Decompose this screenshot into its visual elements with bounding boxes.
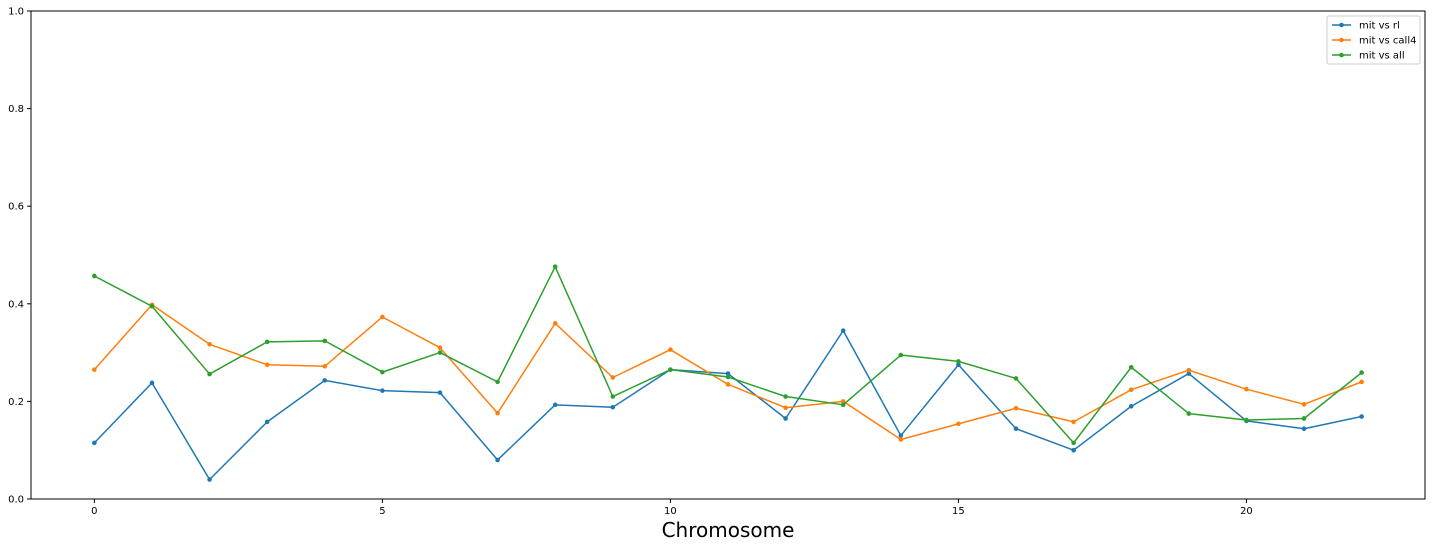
- data-point: [1013, 405, 1019, 411]
- data-point: [725, 371, 731, 376]
- x-tick-label: 10: [664, 506, 677, 517]
- series-layer: [92, 264, 1364, 482]
- data-point: [783, 405, 788, 411]
- data-point: [783, 394, 788, 399]
- series-line: [94, 265, 1363, 444]
- y-tick-label: 0.6: [8, 202, 24, 213]
- data-point: [552, 321, 558, 326]
- data-point: [437, 345, 443, 351]
- data-point: [207, 342, 212, 347]
- y-tick-label: 0.2: [8, 397, 24, 408]
- data-point: [725, 382, 731, 387]
- data-point: [1071, 419, 1076, 425]
- legend-swatch-marker: [1339, 22, 1344, 28]
- data-point: [92, 440, 97, 446]
- legend-box: [1326, 15, 1421, 65]
- x-tick-label: 20: [1240, 506, 1253, 517]
- data-point: [264, 362, 270, 368]
- data-point: [207, 477, 212, 482]
- plot-frame: [30, 10, 1426, 500]
- data-point: [495, 379, 500, 385]
- data-point: [264, 339, 270, 345]
- data-point: [207, 371, 212, 377]
- data-point: [1301, 426, 1307, 432]
- legend-swatch-marker: [1339, 52, 1344, 58]
- legend-label: mit vs all: [1359, 51, 1405, 62]
- data-point: [1128, 387, 1134, 392]
- data-point: [1359, 370, 1364, 375]
- data-point: [437, 350, 443, 355]
- data-point: [495, 457, 500, 463]
- data-point: [1301, 402, 1307, 407]
- data-point: [898, 352, 904, 358]
- data-point: [1244, 386, 1249, 392]
- data-point: [1128, 403, 1134, 409]
- series-mit-vs-all: [92, 264, 1364, 446]
- x-tick-label: 5: [379, 506, 385, 517]
- data-point: [1244, 417, 1249, 423]
- y-tick-label: 0.8: [8, 104, 24, 115]
- data-point: [898, 437, 904, 442]
- data-point: [956, 359, 961, 364]
- data-point: [437, 390, 443, 395]
- data-point: [783, 416, 788, 421]
- data-point: [956, 421, 961, 427]
- data-point: [610, 394, 616, 399]
- data-point: [668, 347, 673, 352]
- y-tick-label: 1.0: [8, 7, 24, 18]
- legend-swatch-marker: [1339, 37, 1344, 43]
- data-point: [149, 380, 155, 386]
- data-point: [380, 388, 385, 393]
- data-point: [1186, 371, 1192, 376]
- data-point: [725, 374, 731, 380]
- legend: mit vs rl mit vs call4 mit vs all: [1326, 15, 1421, 65]
- data-point: [610, 404, 616, 410]
- data-point: [840, 328, 846, 333]
- data-point: [380, 369, 385, 375]
- data-point: [1013, 376, 1019, 381]
- x-tick-label: 15: [952, 506, 965, 517]
- series-line: [93, 329, 1362, 481]
- data-point: [1071, 447, 1076, 453]
- data-point: [1301, 416, 1307, 421]
- data-point: [1013, 426, 1019, 432]
- data-point: [840, 402, 846, 408]
- series-mit-vs-rl: [92, 328, 1364, 482]
- x-axis-title: Chromosome: [662, 518, 795, 542]
- data-point: [956, 362, 961, 368]
- data-point: [92, 367, 97, 372]
- data-point: [92, 273, 97, 279]
- data-point: [610, 375, 616, 380]
- data-point: [840, 399, 846, 404]
- data-point: [322, 378, 328, 383]
- data-point: [322, 363, 328, 369]
- data-point: [1359, 414, 1364, 419]
- data-point: [1186, 367, 1192, 373]
- data-point: [1186, 411, 1192, 416]
- data-point: [380, 314, 385, 320]
- data-point: [495, 410, 500, 416]
- data-point: [552, 402, 558, 408]
- legend-label: mit vs call4: [1359, 36, 1416, 47]
- data-point: [149, 303, 155, 309]
- x-tick-label: 0: [91, 506, 97, 517]
- data-point: [898, 433, 904, 438]
- legend-label: mit vs rl: [1359, 21, 1400, 32]
- data-point: [1128, 364, 1134, 370]
- data-point: [1071, 440, 1076, 446]
- data-point: [322, 338, 328, 344]
- axis-ticks: 0 5 10 15 20 0.0 0.2 0.4 0.6 0.8 1.0: [8, 7, 1253, 518]
- data-point: [1359, 379, 1364, 385]
- data-point: [552, 264, 558, 270]
- y-tick-label: 0.0: [8, 495, 24, 506]
- data-point: [264, 419, 270, 425]
- data-point: [668, 367, 673, 372]
- y-tick-label: 0.4: [8, 299, 24, 310]
